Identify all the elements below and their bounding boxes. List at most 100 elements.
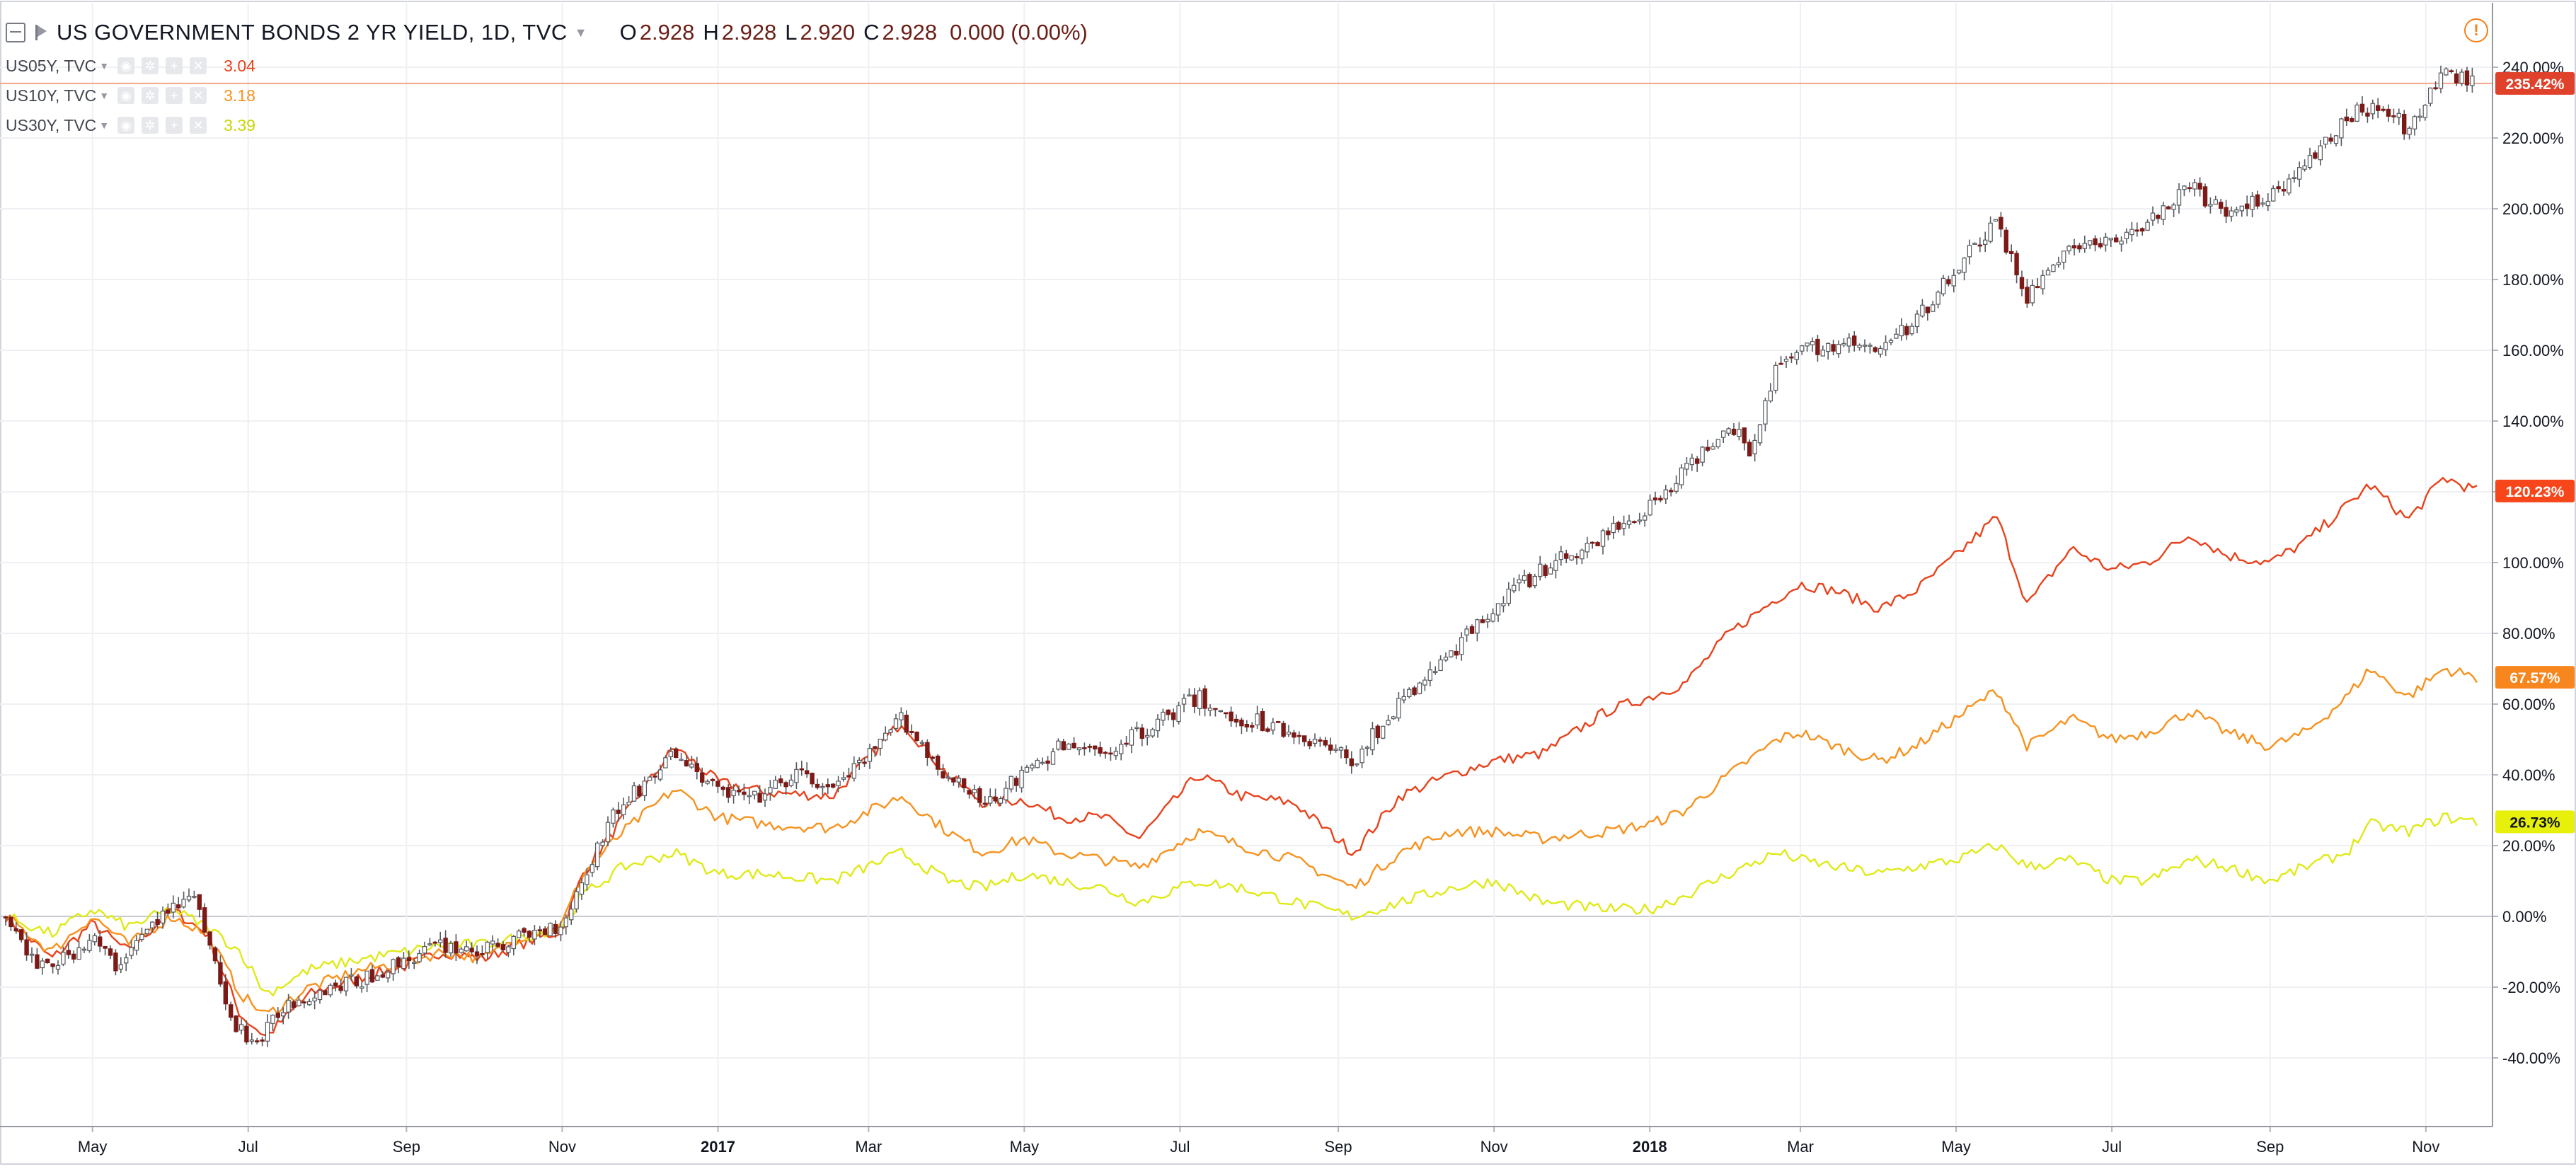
candle-up: [689, 764, 694, 768]
candle-up: [2176, 189, 2182, 206]
gear-icon[interactable]: ✲: [142, 57, 159, 74]
candle-up: [171, 902, 176, 913]
candle-down: [1925, 306, 1930, 313]
candle-up: [1553, 560, 1558, 571]
chevron-down-icon[interactable]: ▼: [99, 120, 110, 131]
candle-up: [1940, 277, 1946, 294]
comparison-symbol[interactable]: US05Y, TVC: [6, 56, 97, 75]
candle-down: [443, 938, 448, 953]
candle-up: [2417, 115, 2422, 118]
candle-up: [2056, 262, 2061, 265]
chevron-down-icon[interactable]: ▼: [99, 60, 110, 71]
candle-down: [1543, 565, 1548, 577]
comparison-row-us30y: US30Y, TVC ▼ ◉ ✲ + ✕ 3.39: [6, 110, 1088, 140]
candle-up: [1857, 345, 1862, 348]
candle-down: [13, 928, 19, 932]
candle-up: [705, 781, 710, 784]
plus-icon[interactable]: +: [166, 117, 183, 134]
candle-up: [998, 797, 1004, 804]
eye-icon[interactable]: ◉: [117, 117, 135, 134]
gear-icon[interactable]: ✲: [142, 117, 159, 134]
candle-down: [2019, 277, 2025, 289]
us10y-line: [5, 667, 2478, 1015]
candle-up: [1218, 710, 1223, 713]
candle-up: [1286, 732, 1292, 735]
candle-up: [1396, 698, 1401, 719]
eye-icon[interactable]: ◉: [117, 57, 135, 74]
candle-up: [752, 790, 757, 795]
candle-up: [437, 939, 443, 943]
candle-up: [820, 785, 825, 788]
eye-icon[interactable]: ◉: [117, 87, 135, 104]
candle-down: [396, 957, 401, 967]
series-title[interactable]: US GOVERNMENT BONDS 2 YR YIELD, 1D, TVC: [57, 20, 568, 45]
chevron-down-icon[interactable]: ▼: [99, 90, 110, 101]
chevron-down-icon[interactable]: ▼: [574, 25, 587, 40]
candle-up: [642, 781, 648, 797]
candle-down: [1296, 735, 1301, 737]
candle-down: [474, 951, 480, 957]
x-tick-label: Nov: [1480, 1138, 1508, 1156]
candle-down: [1265, 728, 1270, 732]
candle-up: [286, 1000, 291, 1013]
gear-icon[interactable]: ✲: [142, 87, 159, 104]
y-tick-label: 100.00%: [2502, 554, 2564, 572]
candle-down: [982, 802, 987, 805]
candle-up: [836, 781, 841, 787]
candle-up: [1495, 603, 1501, 616]
candle-down: [432, 941, 438, 944]
last-value-text: 67.57%: [2509, 670, 2560, 686]
candle-down: [2219, 202, 2224, 209]
plus-icon[interactable]: +: [166, 57, 183, 74]
collapse-icon[interactable]: [6, 23, 25, 42]
candle-up: [1763, 400, 1768, 425]
candle-up: [1909, 326, 1914, 335]
close-icon[interactable]: ✕: [190, 117, 207, 134]
candle-up: [160, 910, 166, 923]
comparison-symbol[interactable]: US30Y, TVC: [6, 115, 97, 134]
candle-down: [1108, 752, 1113, 755]
candle-down: [369, 969, 375, 983]
candle-up: [663, 757, 668, 768]
candle-up: [1888, 340, 1894, 343]
close-icon[interactable]: ✕: [190, 87, 207, 104]
candle-down: [1606, 530, 1611, 536]
candle-up: [448, 943, 454, 954]
candle-up: [40, 960, 45, 969]
alert-icon[interactable]: !: [2464, 18, 2488, 42]
candle-down: [2402, 114, 2407, 134]
candle-up: [1726, 428, 1731, 434]
candle-down: [500, 944, 506, 950]
candle-up: [1197, 690, 1202, 710]
candle-up: [2339, 118, 2344, 139]
series-layer: [0, 82, 2492, 1037]
candle-down: [354, 976, 360, 986]
candle-up: [1737, 429, 1742, 437]
candle-down: [1344, 749, 1349, 759]
candle-up: [144, 928, 149, 934]
candle-down: [275, 1013, 281, 1018]
x-tick-label: Nov: [548, 1138, 576, 1156]
candle-up: [2239, 205, 2244, 212]
candle-down: [914, 732, 919, 741]
flag-icon[interactable]: [35, 25, 47, 40]
candle-down: [1166, 709, 1171, 715]
plus-icon[interactable]: +: [166, 87, 183, 104]
candle-up: [485, 941, 490, 953]
candle-up: [1176, 705, 1181, 722]
candle-up: [2208, 204, 2213, 207]
candle-up: [600, 841, 605, 846]
candle-down: [1087, 746, 1092, 748]
candle-up: [1506, 588, 1511, 604]
close-icon[interactable]: ✕: [190, 57, 207, 74]
candle-up: [1443, 657, 1449, 661]
candle-down: [1307, 741, 1312, 747]
x-tick-label: Jul: [2102, 1138, 2122, 1156]
comparison-symbol[interactable]: US10Y, TVC: [6, 86, 97, 105]
ohlc-high: H 2.928: [703, 20, 777, 45]
candle-down: [699, 772, 705, 783]
candle-up: [2108, 237, 2113, 241]
candle-down: [2365, 113, 2370, 117]
